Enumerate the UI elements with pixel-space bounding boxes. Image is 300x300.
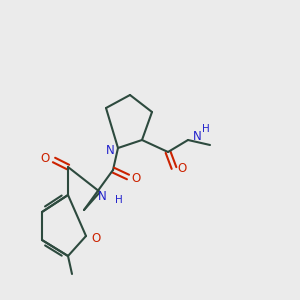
Text: O: O	[177, 163, 187, 176]
Text: O: O	[40, 152, 50, 164]
Text: H: H	[202, 124, 210, 134]
Text: N: N	[193, 130, 202, 142]
Text: O: O	[92, 232, 100, 244]
Text: N: N	[106, 145, 114, 158]
Text: H: H	[115, 195, 123, 205]
Text: N: N	[98, 190, 106, 203]
Text: O: O	[131, 172, 141, 184]
